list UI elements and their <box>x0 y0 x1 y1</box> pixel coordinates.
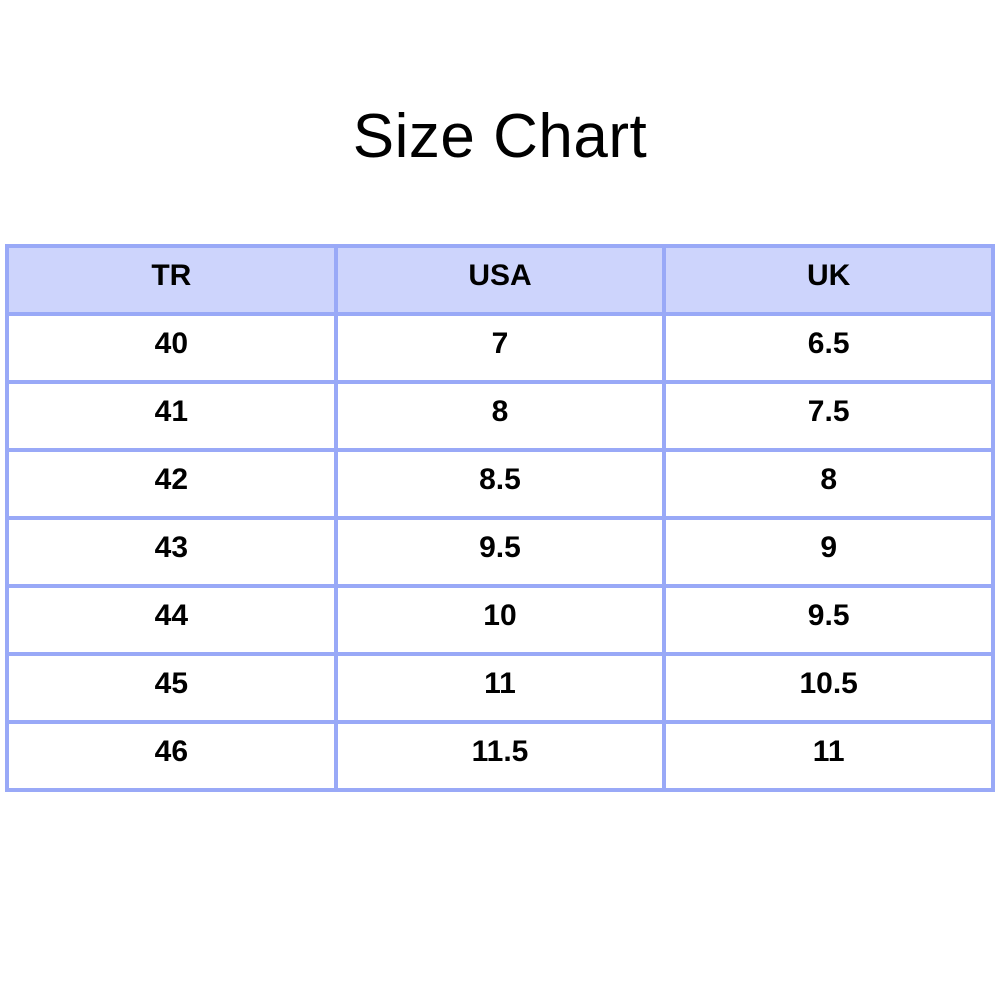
cell-usa: 11.5 <box>333 720 667 792</box>
cell-usa: 9.5 <box>333 516 667 588</box>
table-row: 44 10 9.5 <box>5 584 995 656</box>
table-header: TR USA UK <box>5 244 995 316</box>
cell-tr: 41 <box>5 380 338 452</box>
cell-uk: 11 <box>662 720 995 792</box>
cell-uk: 9 <box>662 516 995 588</box>
cell-uk: 10.5 <box>662 652 995 724</box>
cell-tr: 45 <box>5 652 338 724</box>
column-header-uk: UK <box>662 244 995 316</box>
cell-usa: 8.5 <box>333 448 667 520</box>
column-header-usa: USA <box>333 244 667 316</box>
cell-tr: 46 <box>5 720 338 792</box>
cell-tr: 42 <box>5 448 338 520</box>
size-chart-table-container: TR USA UK 40 7 6.5 41 8 7.5 42 8 <box>5 244 995 792</box>
cell-usa: 10 <box>333 584 667 656</box>
cell-uk: 8 <box>662 448 995 520</box>
table-row: 43 9.5 9 <box>5 516 995 588</box>
page-title: Size Chart <box>352 102 648 171</box>
table-body: 40 7 6.5 41 8 7.5 42 8.5 8 43 9.5 9 <box>5 312 995 792</box>
cell-usa: 11 <box>333 652 667 724</box>
size-chart-table: TR USA UK 40 7 6.5 41 8 7.5 42 8 <box>5 244 995 792</box>
table-row: 40 7 6.5 <box>5 312 995 384</box>
table-row: 45 11 10.5 <box>5 652 995 724</box>
cell-uk: 9.5 <box>662 584 995 656</box>
cell-usa: 8 <box>333 380 667 452</box>
cell-usa: 7 <box>333 312 667 384</box>
table-row: 41 8 7.5 <box>5 380 995 452</box>
table-header-row: TR USA UK <box>5 244 995 316</box>
cell-uk: 7.5 <box>662 380 995 452</box>
cell-tr: 43 <box>5 516 338 588</box>
table-row: 46 11.5 11 <box>5 720 995 792</box>
table-row: 42 8.5 8 <box>5 448 995 520</box>
cell-uk: 6.5 <box>662 312 995 384</box>
cell-tr: 40 <box>5 312 338 384</box>
column-header-tr: TR <box>5 244 338 316</box>
cell-tr: 44 <box>5 584 338 656</box>
